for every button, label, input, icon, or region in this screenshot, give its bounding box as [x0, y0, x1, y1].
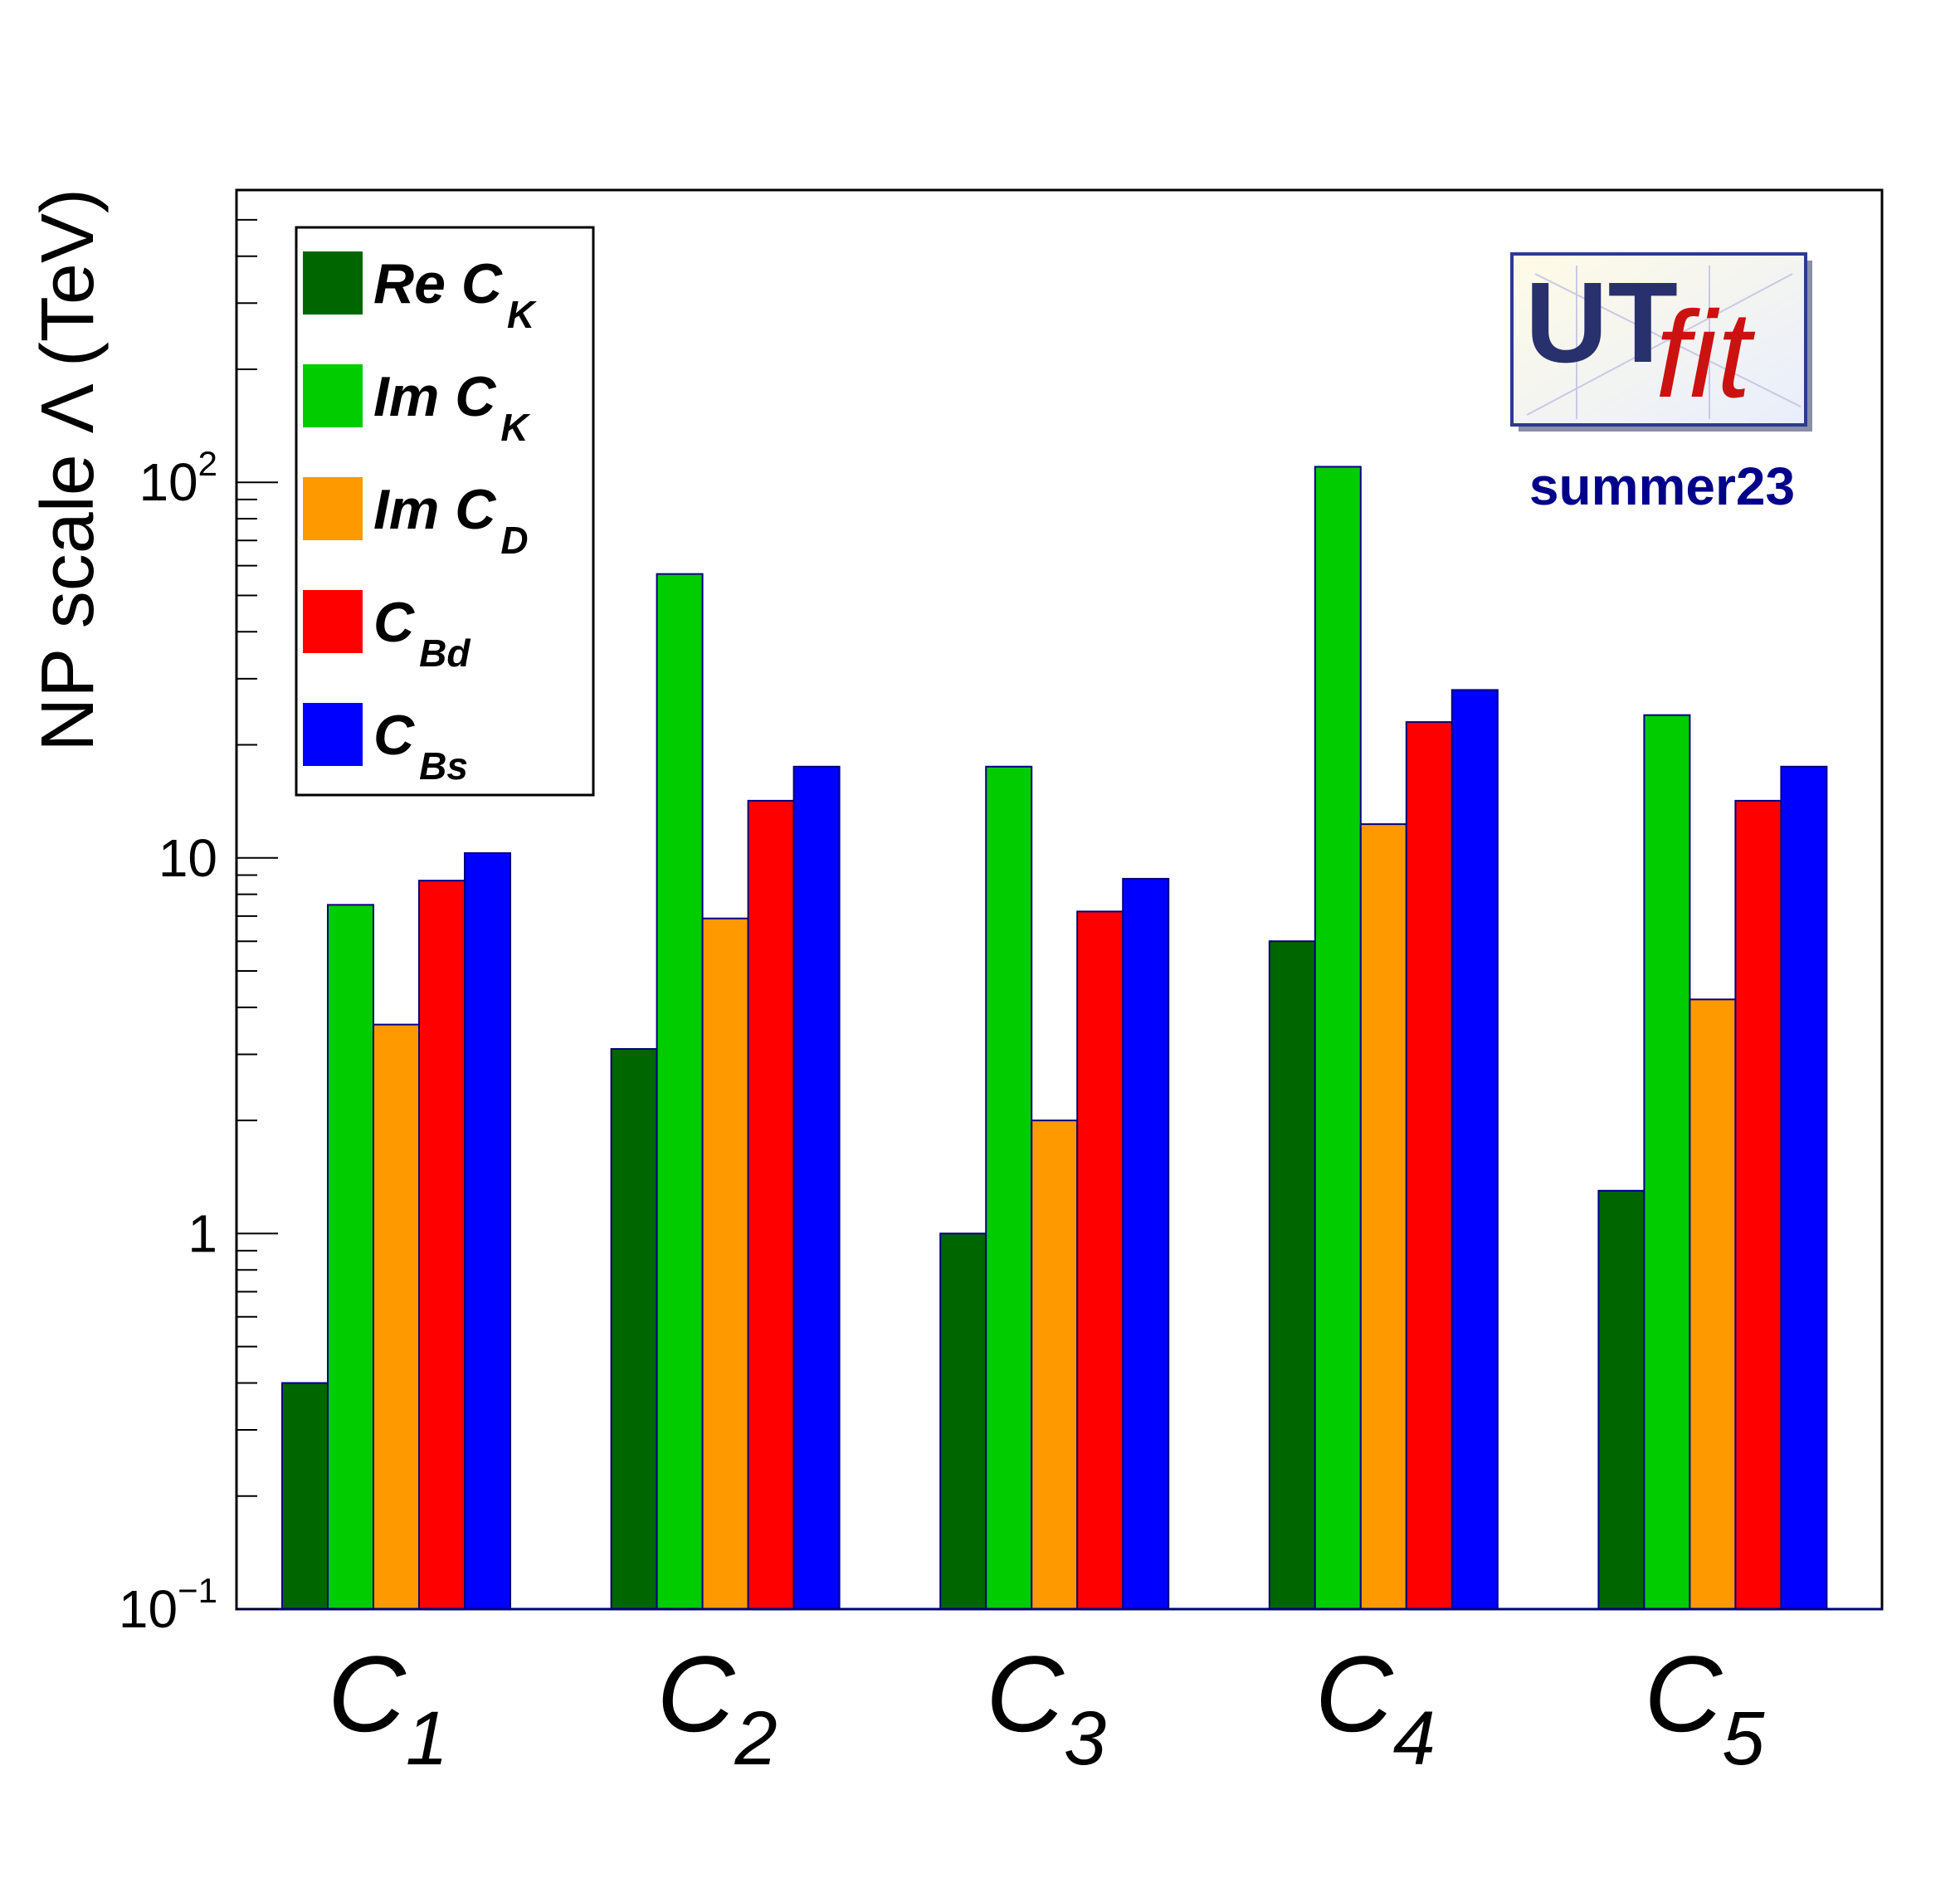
y-ticks-layer: [236, 189, 278, 1610]
bar-4-c5: [1734, 799, 1782, 1610]
y-tick-labels-layer: 10−1 1 10 102: [119, 444, 217, 1639]
bar-1-c4: [1268, 940, 1316, 1610]
y-tick-label: 10: [158, 828, 217, 888]
legend-label-5: C Bs: [373, 704, 468, 788]
legend-swatch-3: [303, 477, 363, 540]
legend-swatch-2: [303, 364, 363, 427]
bar-4-c4: [1405, 721, 1453, 1610]
y-tick-label: 102: [139, 444, 217, 512]
bar-3-c1: [373, 1023, 420, 1610]
bar-4-c3: [1076, 910, 1124, 1611]
bar-1-c3: [939, 1232, 987, 1611]
category-label-c2: C2: [657, 1633, 778, 1781]
bar-2-c2: [656, 573, 704, 1610]
logo-text-main: UT: [1525, 259, 1678, 387]
bar-2-c1: [327, 904, 374, 1610]
bar-4-c1: [418, 880, 466, 1610]
logo-edition: summer23: [1529, 456, 1795, 516]
y-tick-label: 1: [188, 1203, 217, 1263]
x-category-labels-layer: C1 C2 C3 C4 C5: [328, 1633, 1765, 1781]
legend: Re C K Im C K Im C D C Bd C Bs: [295, 226, 595, 797]
logo-background-lines: [1526, 266, 1802, 419]
bar-1-c2: [610, 1048, 658, 1610]
bars-layer: [281, 466, 1828, 1611]
bar-2-c3: [985, 765, 1033, 1610]
utfit-logo: UT fit summer23: [1510, 252, 1812, 516]
category-label-c1: C1: [328, 1633, 448, 1781]
bar-5-c5: [1780, 765, 1828, 1610]
bar-2-c4: [1314, 466, 1362, 1610]
category-label-c5: C5: [1644, 1633, 1765, 1781]
legend-swatch-1: [303, 251, 363, 315]
bar-3-c5: [1689, 998, 1737, 1610]
category-label-c4: C4: [1315, 1633, 1436, 1781]
bar-3-c2: [701, 917, 749, 1610]
bar-3-c4: [1359, 823, 1407, 1610]
bar-5-c1: [464, 851, 511, 1610]
bar-3-c3: [1031, 1119, 1079, 1610]
bar-5-c2: [792, 765, 841, 1610]
y-tick-label: 10−1: [119, 1571, 217, 1639]
bar-2-c5: [1643, 714, 1691, 1610]
bar-1-c5: [1597, 1189, 1646, 1610]
bar-5-c4: [1450, 689, 1499, 1610]
bar-4-c2: [747, 799, 795, 1610]
category-label-c3: C3: [986, 1633, 1106, 1781]
y-axis-title: NP scale Λ (TeV): [27, 188, 110, 752]
bar-1-c1: [281, 1382, 329, 1610]
legend-label-4: C Bd: [373, 591, 470, 675]
legend-swatch-4: [303, 590, 363, 653]
bar-5-c3: [1122, 877, 1170, 1610]
legend-swatch-5: [303, 703, 363, 766]
axes-layer: [235, 188, 1884, 1611]
legend-box: [295, 226, 595, 797]
logo-text-script: fit: [1655, 286, 1756, 423]
